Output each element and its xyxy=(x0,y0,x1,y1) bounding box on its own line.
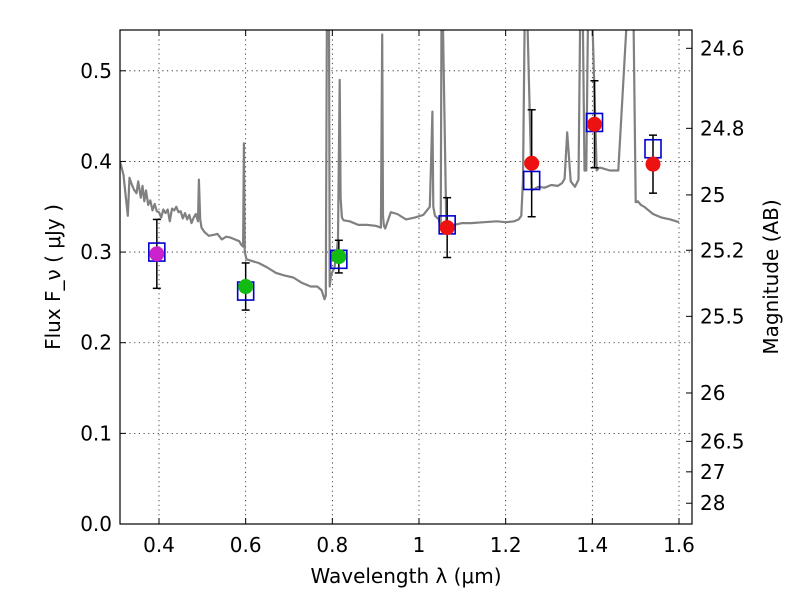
y-tick-label: 0.1 xyxy=(80,421,112,445)
observed-data-point xyxy=(439,220,455,236)
observed-data-point xyxy=(238,279,254,295)
observed-photometry-layer xyxy=(149,116,661,295)
tick-label-layer: 0.4 0.6 0.8 1 1.2 1.4 1.6 0.0 0.1 0.2 0.3 0.4 0.5 24.… xyxy=(80,36,744,557)
x-axis-label: Wavelength λ (μm) xyxy=(310,564,501,588)
x-tick-label: 1 xyxy=(413,533,426,557)
observed-data-point xyxy=(645,156,661,172)
mag-tick-label: 24.6 xyxy=(700,36,745,60)
mag-tick-label: 25 xyxy=(700,183,725,207)
spectrum-layer xyxy=(120,30,680,301)
y-axis-label: Flux F_ν ( μJy ) xyxy=(41,204,65,350)
x-tick-label: 1.6 xyxy=(663,533,695,557)
model-photometry-square xyxy=(522,170,541,191)
x-tick-label: 1.2 xyxy=(490,533,522,557)
grid-layer xyxy=(120,30,692,525)
x-tick-label: 0.6 xyxy=(230,533,262,557)
x-tick-label: 0.4 xyxy=(143,533,175,557)
mag-tick-label: 26 xyxy=(700,381,725,405)
plot-frame xyxy=(119,29,693,525)
y-tick-label: 0.3 xyxy=(80,240,112,264)
mag-tick-label: 24.8 xyxy=(700,116,745,140)
mag-tick-label: 25.2 xyxy=(700,238,745,262)
y-tick-label: 0.4 xyxy=(80,149,112,173)
observed-data-point xyxy=(524,155,540,171)
x-tick-label: 0.8 xyxy=(316,533,348,557)
observed-data-point xyxy=(587,116,602,132)
model-spectrum-line xyxy=(120,30,680,301)
x-tick-label: 1.4 xyxy=(576,533,608,557)
mag-tick-label: 26.5 xyxy=(700,429,745,453)
observed-data-point xyxy=(331,249,347,265)
y-tick-label: 0.0 xyxy=(80,512,112,536)
y-tick-label: 0.2 xyxy=(80,331,112,355)
errorbar-layer xyxy=(152,80,657,311)
y-axis-right-label: Magnitude (AB) xyxy=(759,199,783,354)
observed-data-point xyxy=(149,246,165,262)
mag-tick-label: 25.5 xyxy=(700,304,745,328)
mag-tick-label: 28 xyxy=(700,491,725,515)
y-tick-label: 0.5 xyxy=(80,59,112,83)
tick-layer xyxy=(120,30,692,525)
mag-tick-label: 27 xyxy=(700,460,725,484)
